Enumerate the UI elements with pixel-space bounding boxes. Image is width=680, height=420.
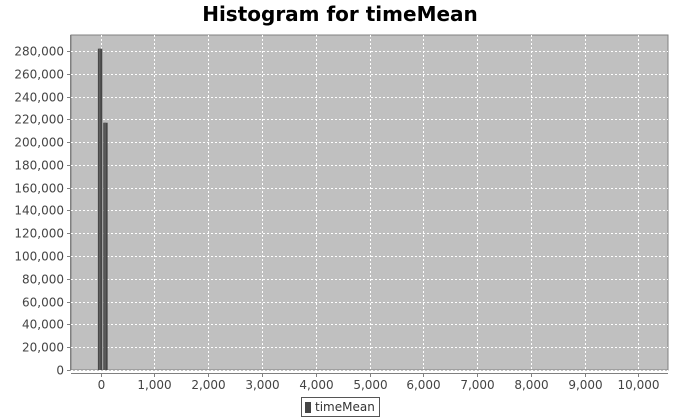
y-tick-label: 220,000	[14, 113, 64, 127]
chart-title: Histogram for timeMean	[202, 2, 478, 26]
legend-label: timeMean	[315, 400, 375, 414]
x-tick-label: 9,000	[568, 378, 602, 392]
x-tick-label: 0	[98, 378, 106, 392]
x-tick-label: 3,000	[245, 378, 279, 392]
y-tick-label: 280,000	[14, 45, 64, 59]
y-tick-label: 80,000	[22, 273, 64, 287]
histogram-bar-highlight	[98, 48, 101, 371]
y-tick-label: 20,000	[22, 341, 64, 355]
grid-lines	[71, 35, 668, 371]
x-tick-label: 5,000	[353, 378, 387, 392]
y-tick-label: 240,000	[14, 91, 64, 105]
x-tick-label: 7,000	[460, 378, 494, 392]
y-tick-label: 200,000	[14, 136, 64, 150]
x-tick-label: 10,000	[618, 378, 660, 392]
x-tick-label: 6,000	[406, 378, 440, 392]
x-tick-label: 1,000	[137, 378, 171, 392]
axes: 0 20,000 40,000 60,000 80,000 100,000 120,000 1…	[14, 35, 668, 392]
bars	[97, 48, 108, 371]
y-tick-label: 100,000	[14, 250, 64, 264]
y-tick-label: 160,000	[14, 182, 64, 196]
x-tick-label: 4,000	[299, 378, 333, 392]
x-tick-label: 2,000	[191, 378, 225, 392]
y-tick-label: 40,000	[22, 318, 64, 332]
y-tick-label: 60,000	[22, 296, 64, 310]
y-tick-label: 0	[56, 364, 64, 378]
y-tick-label: 140,000	[14, 204, 64, 218]
y-tick-label: 120,000	[14, 227, 64, 241]
y-tick-label: 180,000	[14, 159, 64, 173]
y-tick-label: 260,000	[14, 68, 64, 82]
histogram-bar-highlight	[104, 122, 106, 370]
x-tick-label: 8,000	[514, 378, 548, 392]
plot-area	[70, 34, 669, 371]
legend: timeMean	[301, 397, 380, 417]
legend-swatch	[305, 401, 311, 413]
